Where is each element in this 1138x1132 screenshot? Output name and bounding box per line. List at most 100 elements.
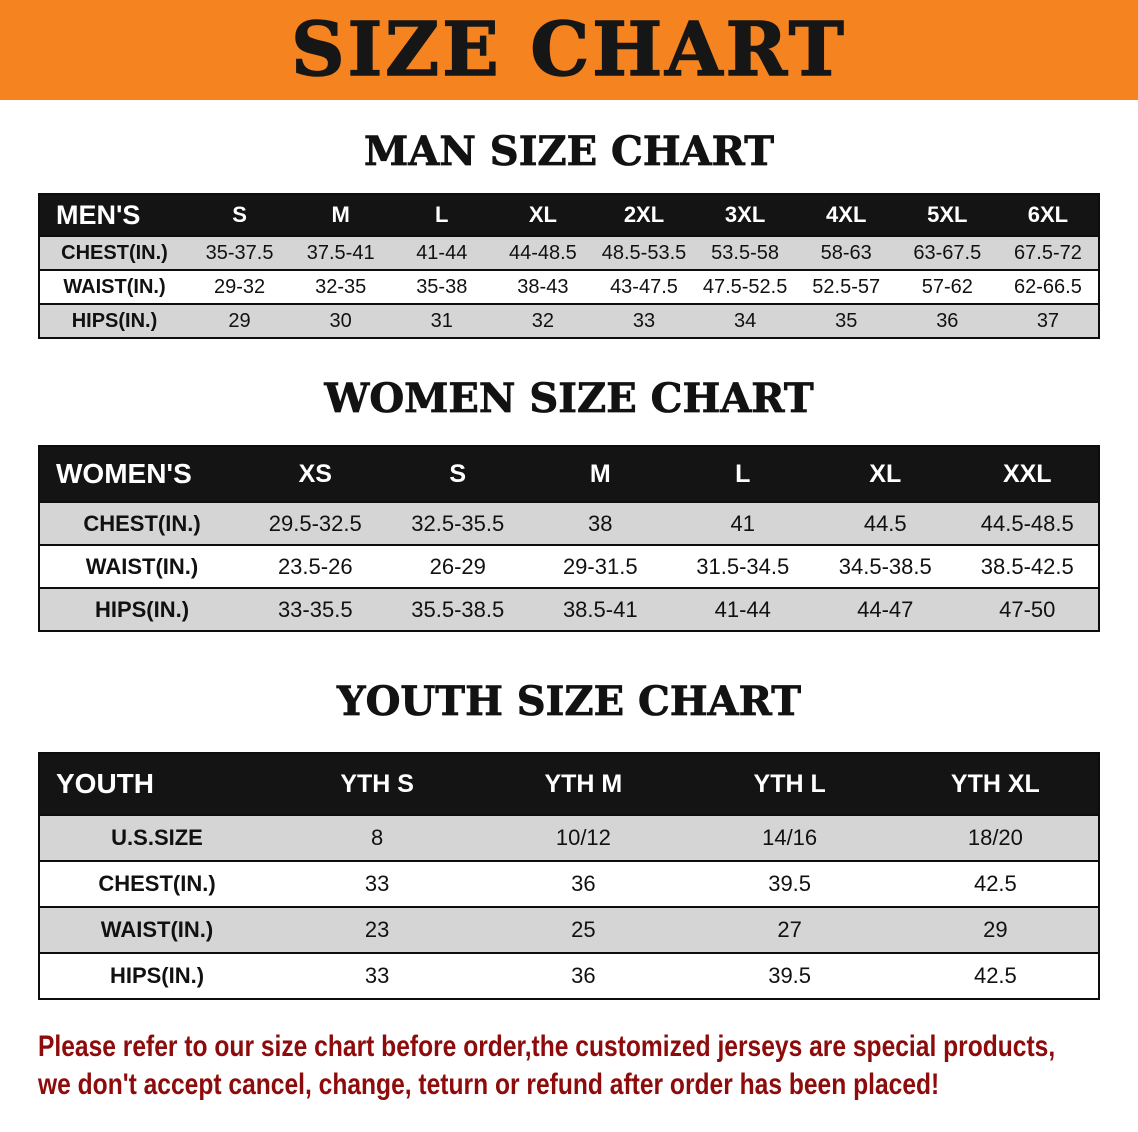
table-row: WAIST(IN.) 23.5-26 26-29 29-31.5 31.5-34.5 34… xyxy=(39,544,1099,589)
row-label-cell: U.S.SIZE xyxy=(39,814,274,862)
table-title-cell: YOUTH xyxy=(39,752,274,816)
table-row: HIPS(IN.) 33 36 39.5 42.5 xyxy=(39,952,1099,1000)
table-header-row: MEN'S S M L XL 2XL 3XL 4XL 5XL 6XL xyxy=(39,193,1099,237)
size-header-cell: M xyxy=(529,445,672,503)
value-cell: 36 xyxy=(480,860,687,908)
value-cell: 62-66.5 xyxy=(997,269,1099,305)
women-section-heading: WOMEN SIZE CHART xyxy=(324,375,814,422)
table-header-row: WOMEN'S XS S M L XL XXL xyxy=(39,445,1099,503)
size-header-cell: M xyxy=(290,193,392,237)
size-header-cell: 5XL xyxy=(896,193,998,237)
value-cell: 53.5-58 xyxy=(694,235,796,271)
size-header-cell: 4XL xyxy=(795,193,897,237)
row-label-cell: WAIST(IN.) xyxy=(39,269,189,305)
page-title: SIZE CHART xyxy=(290,7,847,93)
row-label-cell: CHEST(IN.) xyxy=(39,235,189,271)
value-cell: 14/16 xyxy=(686,814,893,862)
size-header-cell: L xyxy=(671,445,814,503)
youth-size-section: YOUTH SIZE CHART YOUTH YTH S YTH M YTH L YTH… xyxy=(0,678,1138,1000)
value-cell: 47.5-52.5 xyxy=(694,269,796,305)
value-cell: 39.5 xyxy=(686,860,893,908)
value-cell: 44.5 xyxy=(814,501,957,546)
men-size-table: MEN'S S M L XL 2XL 3XL 4XL 5XL 6XL CHEST(IN.) 35-37… xyxy=(38,193,1100,339)
size-header-cell: XL xyxy=(814,445,957,503)
value-cell: 31 xyxy=(391,303,493,339)
size-header-cell: S xyxy=(386,445,529,503)
value-cell: 41-44 xyxy=(391,235,493,271)
value-cell: 35-38 xyxy=(391,269,493,305)
value-cell: 44.5-48.5 xyxy=(956,501,1099,546)
women-table-wrap: WOMEN'S XS S M L XL XXL CHEST(IN.) 29.5-32.5 32.5… xyxy=(0,445,1138,632)
size-header-cell: XL xyxy=(492,193,594,237)
value-cell: 27 xyxy=(686,906,893,954)
value-cell: 29-31.5 xyxy=(529,544,672,589)
value-cell: 32.5-35.5 xyxy=(386,501,529,546)
value-cell: 47-50 xyxy=(956,587,1099,632)
value-cell: 30 xyxy=(290,303,392,339)
size-header-cell: YTH L xyxy=(686,752,893,816)
value-cell: 57-62 xyxy=(896,269,998,305)
value-cell: 33 xyxy=(274,860,481,908)
youth-section-heading: YOUTH SIZE CHART xyxy=(337,678,802,725)
table-row: U.S.SIZE 8 10/12 14/16 18/20 xyxy=(39,814,1099,862)
value-cell: 29.5-32.5 xyxy=(244,501,387,546)
value-cell: 34.5-38.5 xyxy=(814,544,957,589)
value-cell: 67.5-72 xyxy=(997,235,1099,271)
women-size-table: WOMEN'S XS S M L XL XXL CHEST(IN.) 29.5-32.5 32.5… xyxy=(38,445,1100,632)
notice-line-1: Please refer to our size chart before or… xyxy=(38,1030,1056,1063)
size-header-cell: 6XL xyxy=(997,193,1099,237)
value-cell: 41-44 xyxy=(671,587,814,632)
order-notice: Please refer to our size chart before or… xyxy=(38,1028,1056,1105)
row-label-cell: HIPS(IN.) xyxy=(39,303,189,339)
value-cell: 31.5-34.5 xyxy=(671,544,814,589)
row-label-cell: CHEST(IN.) xyxy=(39,860,274,908)
size-header-cell: XS xyxy=(244,445,387,503)
women-size-section: WOMEN SIZE CHART WOMEN'S XS S M L XL XXL CHEST(… xyxy=(0,375,1138,632)
size-header-cell: YTH M xyxy=(480,752,687,816)
value-cell: 23.5-26 xyxy=(244,544,387,589)
value-cell: 35-37.5 xyxy=(189,235,291,271)
value-cell: 35.5-38.5 xyxy=(386,587,529,632)
value-cell: 32-35 xyxy=(290,269,392,305)
value-cell: 25 xyxy=(480,906,687,954)
table-title-cell: WOMEN'S xyxy=(39,445,244,503)
value-cell: 29 xyxy=(189,303,291,339)
size-header-cell: L xyxy=(391,193,493,237)
value-cell: 38.5-41 xyxy=(529,587,672,632)
row-label-cell: HIPS(IN.) xyxy=(39,952,274,1000)
table-header-row: YOUTH YTH S YTH M YTH L YTH XL xyxy=(39,752,1099,816)
value-cell: 38-43 xyxy=(492,269,594,305)
value-cell: 42.5 xyxy=(892,860,1099,908)
row-label-cell: HIPS(IN.) xyxy=(39,587,244,632)
value-cell: 35 xyxy=(795,303,897,339)
table-row: CHEST(IN.) 35-37.5 37.5-41 41-44 44-48.5 48.5… xyxy=(39,235,1099,271)
row-label-cell: WAIST(IN.) xyxy=(39,906,274,954)
men-table-wrap: MEN'S S M L XL 2XL 3XL 4XL 5XL 6XL CHEST(IN.) 35-37… xyxy=(0,193,1138,339)
men-size-section: MAN SIZE CHART MEN'S S M L XL 2XL 3XL 4XL 5XL 6XL… xyxy=(0,131,1138,339)
table-row: WAIST(IN.) 29-32 32-35 35-38 38-43 43-47.5 47.… xyxy=(39,269,1099,305)
size-header-cell: S xyxy=(189,193,291,237)
banner: SIZE CHART xyxy=(0,0,1138,100)
table-row: HIPS(IN.) 33-35.5 35.5-38.5 38.5-41 41-44 44-… xyxy=(39,587,1099,632)
youth-size-table: YOUTH YTH S YTH M YTH L YTH XL U.S.SIZE 8 10/12… xyxy=(38,752,1100,1000)
value-cell: 43-47.5 xyxy=(593,269,695,305)
size-header-cell: 3XL xyxy=(694,193,796,237)
size-header-cell: YTH S xyxy=(274,752,481,816)
value-cell: 41 xyxy=(671,501,814,546)
value-cell: 52.5-57 xyxy=(795,269,897,305)
table-row: HIPS(IN.) 29 30 31 32 33 34 35 36 37 xyxy=(39,303,1099,339)
value-cell: 39.5 xyxy=(686,952,893,1000)
value-cell: 32 xyxy=(492,303,594,339)
value-cell: 48.5-53.5 xyxy=(593,235,695,271)
value-cell: 34 xyxy=(694,303,796,339)
value-cell: 33-35.5 xyxy=(244,587,387,632)
notice-line-2: we don't accept cancel, change, teturn o… xyxy=(38,1068,940,1102)
table-title-cell: MEN'S xyxy=(39,193,189,237)
value-cell: 44-48.5 xyxy=(492,235,594,271)
value-cell: 33 xyxy=(274,952,481,1000)
value-cell: 26-29 xyxy=(386,544,529,589)
value-cell: 8 xyxy=(274,814,481,862)
table-row: WAIST(IN.) 23 25 27 29 xyxy=(39,906,1099,954)
value-cell: 38.5-42.5 xyxy=(956,544,1099,589)
